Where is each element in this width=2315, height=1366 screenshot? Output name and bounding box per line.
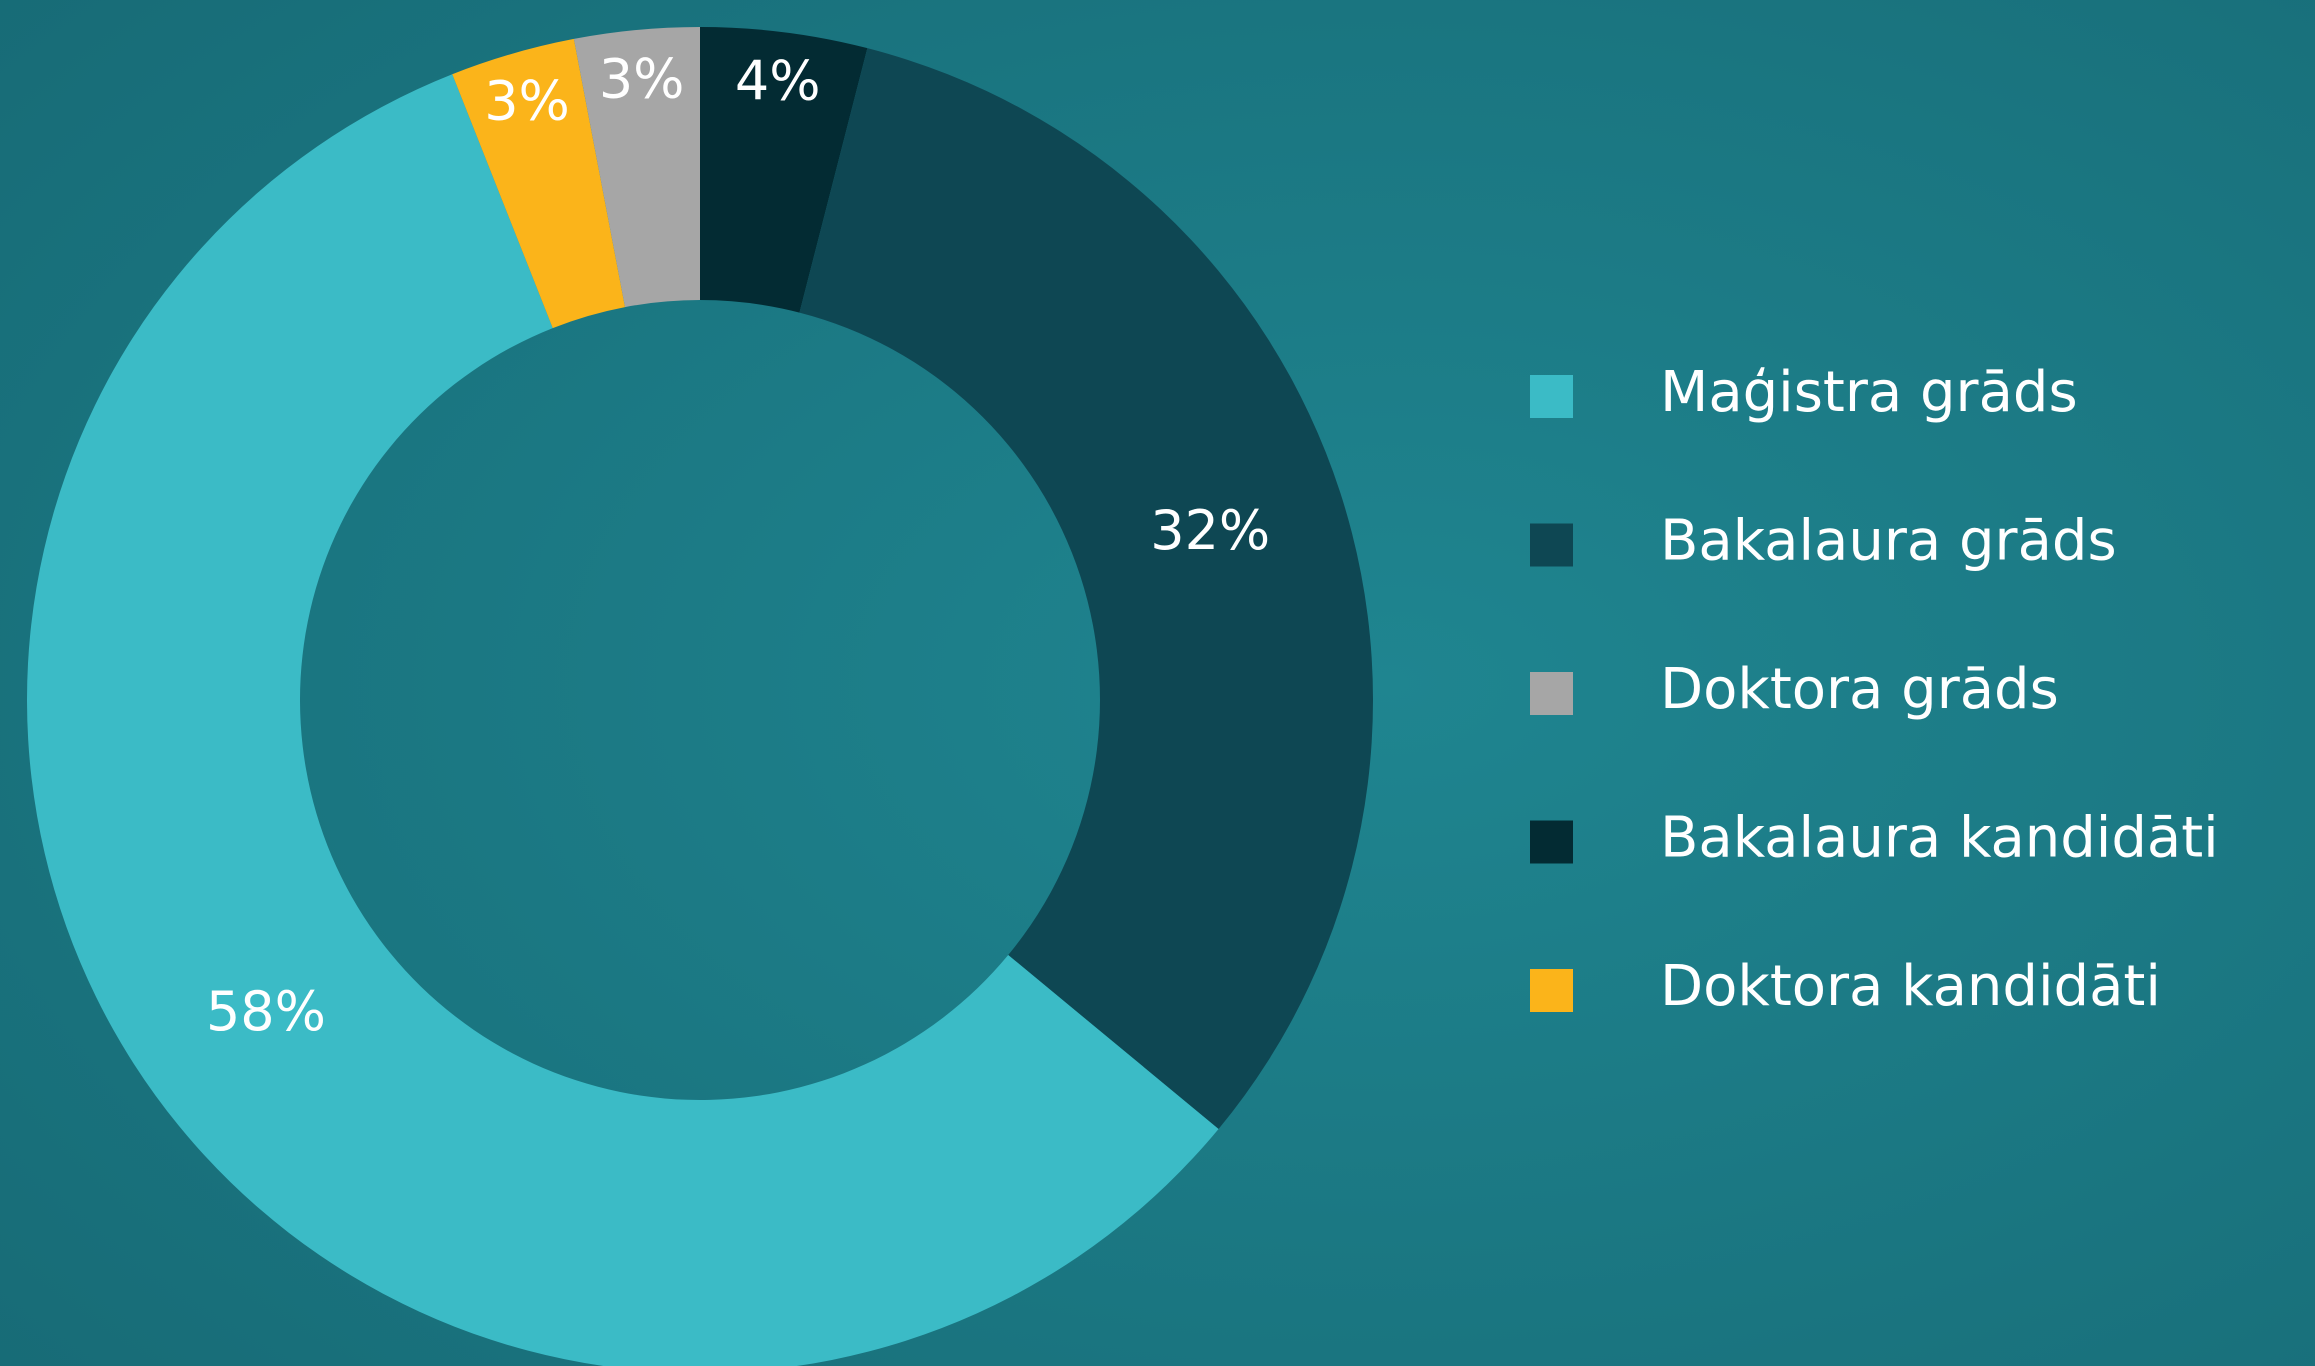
legend-label: Bakalaura grāds [1660, 509, 2117, 574]
donut-segment [799, 48, 1373, 1129]
donut-segment [700, 27, 868, 313]
legend-label: Bakalaura kandidāti [1660, 806, 2219, 871]
donut-segment [452, 38, 626, 329]
legend-swatch [1530, 672, 1573, 715]
legend-label: Doktora grāds [1660, 657, 2059, 722]
legend-swatch [1530, 375, 1573, 418]
legend-swatch [1530, 820, 1573, 864]
legend-label: Doktora kandidāti [1660, 954, 2161, 1019]
data-label: 58% [206, 980, 326, 1043]
data-label: 3% [599, 47, 685, 110]
data-label: 3% [484, 69, 570, 132]
legend: Maģistra grāds Bakalaura grāds Doktora grā… [1530, 360, 2219, 1019]
donut-segment [27, 74, 1219, 1366]
data-label: 32% [1150, 499, 1270, 562]
donut: 4% 32% 58% 3% 3% [27, 27, 1373, 1366]
donut-segment [573, 27, 700, 308]
legend-label: Maģistra grāds [1660, 360, 2078, 425]
legend-swatch [1530, 969, 1573, 1012]
legend-swatch [1530, 523, 1573, 567]
data-label: 4% [735, 50, 821, 113]
